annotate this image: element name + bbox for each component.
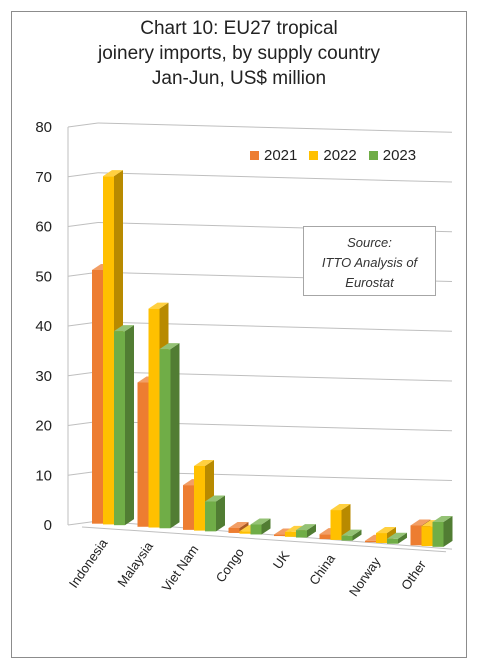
legend-label-2021: 2021 (264, 147, 298, 164)
bar-top-2021-congo (228, 521, 249, 528)
gridline-80 (97, 122, 453, 133)
bar-2022-norway (376, 533, 387, 543)
legend-swatch-2022 (309, 151, 319, 160)
y-tick-label-80: 80 (35, 119, 52, 136)
y-tick-label-70: 70 (35, 169, 52, 186)
bar-side-2023-other (443, 515, 453, 547)
x-tick-label-malaysia: Malaysia (114, 538, 156, 589)
legend: 2021 2022 2023 (250, 147, 416, 164)
bar-side-2023-uk (307, 524, 316, 538)
legend-swatch-2021 (250, 151, 259, 160)
gridline-left-80 (67, 122, 99, 128)
bar-2023-other (432, 521, 444, 547)
bar-2022-viet-nam (194, 465, 205, 531)
bar-2021-norway (365, 540, 376, 543)
chart-title: Chart 10: EU27 tropical joinery imports,… (0, 16, 478, 91)
bar-top-2022-norway (376, 527, 396, 534)
bar-2023-norway (387, 538, 398, 544)
bar-2022-china (330, 510, 342, 540)
bar-top-2022-viet-nam (194, 459, 214, 466)
bar-top-2023-viet-nam (205, 495, 225, 502)
bar-side-2023-malaysia (170, 343, 180, 529)
bar-2023-malaysia (159, 349, 171, 529)
gridline-left-70 (67, 172, 99, 178)
bar-2022-uk (285, 531, 296, 537)
bar-2022-other (421, 526, 433, 547)
bar-top-2023-uk (296, 524, 316, 531)
bar-side-2023-norway (398, 532, 407, 544)
legend-item-2023: 2023 (368, 147, 417, 164)
bar-2022-congo (239, 531, 251, 534)
y-tick-label-20: 20 (35, 418, 52, 435)
y-tick-label-60: 60 (35, 219, 52, 236)
x-tick-label-indonesia: Indonesia (66, 535, 111, 590)
y-tick-label-40: 40 (35, 318, 52, 335)
bar-top-2023-indonesia (114, 325, 134, 332)
x-tick-label-viet-nam: Viet Nam (159, 542, 202, 594)
x-tick-label-norway: Norway (346, 554, 384, 599)
bar-2021-malaysia (137, 382, 149, 527)
gridline-70 (97, 172, 453, 183)
bar-2021-other (410, 525, 422, 546)
source-line-1: Source: (347, 235, 392, 250)
bar-2022-indonesia (103, 176, 114, 525)
bar-top-2023-other (432, 515, 453, 522)
bar-2023-uk (296, 530, 307, 538)
bar-side-2023-congo (261, 518, 271, 535)
bar-2023-congo (250, 524, 262, 535)
gridline-left-60 (67, 222, 99, 227)
bar-top-2023-malaysia (159, 343, 180, 350)
legend-label-2022: 2022 (323, 147, 357, 164)
x-tick-label-other: Other (398, 557, 429, 593)
bar-top-2022-china (330, 504, 351, 511)
chart-title-line-1: Chart 10: EU27 tropical (140, 18, 338, 39)
chart-title-line-2: joinery imports, by supply country (98, 43, 380, 64)
bar-2021-uk (274, 534, 285, 537)
bar-side-2023-china (352, 529, 362, 541)
bar-side-2022-china (341, 504, 351, 540)
y-tick-label-10: 10 (35, 467, 52, 484)
chart-frame (11, 11, 467, 658)
x-tick-label-uk: UK (270, 548, 293, 572)
floor-front-edge (81, 526, 447, 553)
bar-side-2023-viet-nam (216, 495, 225, 532)
source-annotation: Source: ITTO Analysis of Eurostat (303, 226, 436, 296)
y-tick-label-50: 50 (35, 268, 52, 285)
bar-2023-china (341, 535, 353, 541)
bar-top-2021-other (410, 519, 431, 526)
bar-top-2022-indonesia (103, 170, 123, 177)
bar-2021-viet-nam (183, 485, 194, 530)
legend-item-2022: 2022 (309, 147, 357, 164)
bar-top-2023-congo (250, 518, 271, 525)
bar-top-2022-uk (285, 525, 305, 532)
bar-2023-indonesia (114, 331, 125, 526)
y-tick-label-0: 0 (44, 517, 52, 534)
bar-top-2023-norway (387, 532, 407, 539)
chart-title-line-3: Jan-Jun, US$ million (151, 68, 327, 89)
bar-2023-viet-nam (205, 501, 216, 532)
legend-item-2021: 2021 (250, 147, 297, 164)
source-line-2: ITTO Analysis of (321, 255, 418, 270)
bar-side-2023-indonesia (125, 325, 134, 526)
bar-top-2022-malaysia (148, 302, 169, 309)
y-tick-label-30: 30 (35, 368, 52, 385)
legend-label-2023: 2023 (382, 147, 417, 164)
bar-2022-malaysia (148, 308, 160, 528)
x-tick-label-congo: Congo (213, 545, 247, 585)
bar-top-2023-china (341, 529, 362, 536)
x-tick-label-china: China (306, 551, 338, 588)
source-line-3: Eurostat (345, 275, 394, 290)
bar-2021-china (319, 534, 331, 540)
legend-swatch-2023 (368, 151, 378, 160)
bar-2021-congo (228, 527, 240, 533)
bar-2021-indonesia (92, 269, 103, 524)
